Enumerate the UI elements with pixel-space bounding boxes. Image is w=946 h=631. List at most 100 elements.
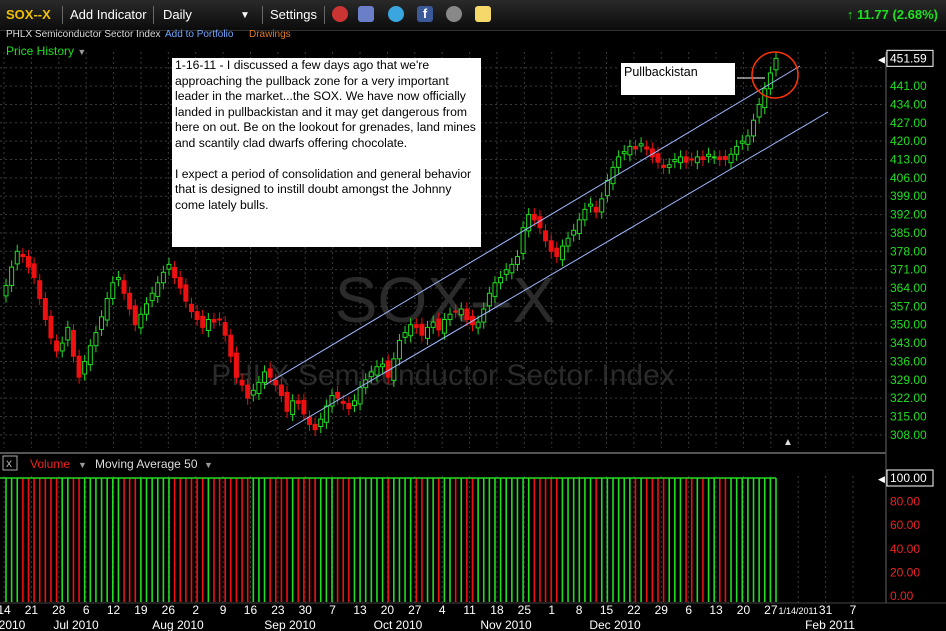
candle-body — [458, 308, 464, 316]
candle-body — [155, 282, 161, 297]
candle-body — [188, 303, 194, 313]
candle-body — [762, 88, 768, 109]
y-tick-label: 322.00 — [890, 391, 927, 405]
volume-tick-label: 80.00 — [890, 495, 920, 509]
candle-body — [127, 292, 133, 310]
candle-body — [54, 340, 60, 352]
candle-body — [509, 263, 515, 274]
twitter-icon[interactable] — [388, 6, 404, 22]
candle-body — [610, 166, 616, 185]
price-change: ↑ 11.77 (2.68%) — [846, 7, 938, 22]
candle-body — [346, 402, 352, 410]
candle-body — [217, 318, 223, 321]
toolbar: SOX--X Add Indicator Daily ▼ Settings f … — [0, 0, 946, 31]
candle-body — [357, 387, 363, 405]
candle-body — [520, 227, 526, 254]
candle-body — [14, 250, 20, 265]
facebook-icon[interactable]: f — [417, 6, 433, 22]
candle-body — [121, 280, 127, 294]
toolbar-divider — [62, 6, 63, 24]
x-tick-label: 1 — [548, 603, 555, 617]
candle-body — [413, 324, 419, 328]
x-month-label: Jul 2010 — [53, 618, 99, 631]
candle-body — [722, 155, 728, 161]
x-month-label: Nov 2010 — [480, 618, 532, 631]
price-history-legend[interactable]: Price History ▼ — [6, 44, 87, 58]
add-indicator-button[interactable]: Add Indicator — [70, 7, 147, 22]
x-tick-label: 31 — [819, 603, 833, 617]
y-tick-label: 350.00 — [890, 318, 927, 332]
candle-body — [767, 72, 773, 90]
candle-body — [593, 206, 599, 213]
alarm-clock-icon[interactable] — [332, 6, 348, 22]
y-tick-label: 399.00 — [890, 189, 927, 203]
candle-body — [205, 318, 211, 332]
interval-select[interactable]: Daily — [163, 7, 192, 22]
candle-body — [329, 395, 335, 407]
x-tick-label: 4 — [439, 603, 446, 617]
x-tick-label: 8 — [576, 603, 583, 617]
candle-body — [711, 156, 717, 159]
candle-body — [627, 145, 633, 156]
settings-button[interactable]: Settings — [270, 7, 317, 22]
candle-body — [576, 219, 582, 234]
candle-body — [245, 384, 251, 399]
candle-body — [425, 326, 431, 339]
candle-body — [318, 418, 324, 427]
candle-body — [278, 384, 284, 397]
x-month-label: 2010 — [0, 618, 26, 631]
candle-body — [632, 145, 638, 150]
y-tick-label: 329.00 — [890, 373, 927, 387]
binoculars-icon[interactable] — [446, 6, 462, 22]
candle-body — [31, 263, 37, 279]
toolbar-divider — [153, 6, 154, 24]
x-tick-label: 25 — [518, 603, 532, 617]
candle-body — [273, 379, 279, 386]
candle-body — [621, 151, 627, 155]
y-tick-label: 406.00 — [890, 171, 927, 185]
candle-body — [256, 381, 262, 394]
candle-body — [351, 400, 357, 407]
candle-body — [543, 230, 549, 242]
candle-body — [402, 332, 408, 338]
x-tick-label: 16 — [244, 603, 258, 617]
note-icon[interactable] — [475, 6, 491, 22]
candle-body — [9, 266, 15, 286]
channel-lower-line — [286, 111, 829, 431]
x-tick-label: 15 — [600, 603, 614, 617]
candle-body — [756, 103, 762, 118]
symbol-input[interactable]: SOX--X — [6, 7, 51, 22]
candle-body — [110, 282, 116, 300]
candle-body — [374, 366, 380, 376]
moving-average-legend: Moving Average 50 — [95, 457, 198, 471]
candle-body — [295, 400, 301, 404]
x-tick-label: 6 — [83, 603, 90, 617]
candle-body — [571, 229, 577, 236]
x-tick-label: 27 — [408, 603, 422, 617]
y-tick-label: 371.00 — [890, 263, 927, 277]
candle-body — [408, 324, 414, 337]
book-icon[interactable] — [358, 6, 374, 22]
y-tick-label: 385.00 — [890, 226, 927, 240]
candle-body — [436, 318, 442, 331]
candle-body — [335, 391, 341, 399]
drawings-link[interactable]: Drawings — [249, 29, 291, 40]
candle-body — [604, 180, 610, 197]
candle-body — [492, 282, 498, 297]
add-to-portfolio-link[interactable]: Add to Portfolio — [165, 29, 234, 40]
channel-upper-line — [264, 65, 801, 386]
chevron-down-icon[interactable]: ▼ — [240, 10, 250, 21]
candle-body — [59, 342, 65, 352]
candle-body — [301, 399, 307, 415]
watermark-name: PHLX Semiconductor Sector Index — [211, 359, 675, 392]
candle-body — [87, 345, 93, 366]
last-price-label: 451.59 — [890, 51, 927, 65]
x-month-label: Aug 2010 — [152, 618, 204, 631]
candle-body — [644, 146, 650, 150]
candle-body — [565, 237, 571, 247]
candle-body — [65, 326, 71, 341]
candle-body — [548, 240, 554, 252]
x-tick-label: 30 — [299, 603, 313, 617]
volume-tick-label: 20.00 — [890, 565, 920, 579]
